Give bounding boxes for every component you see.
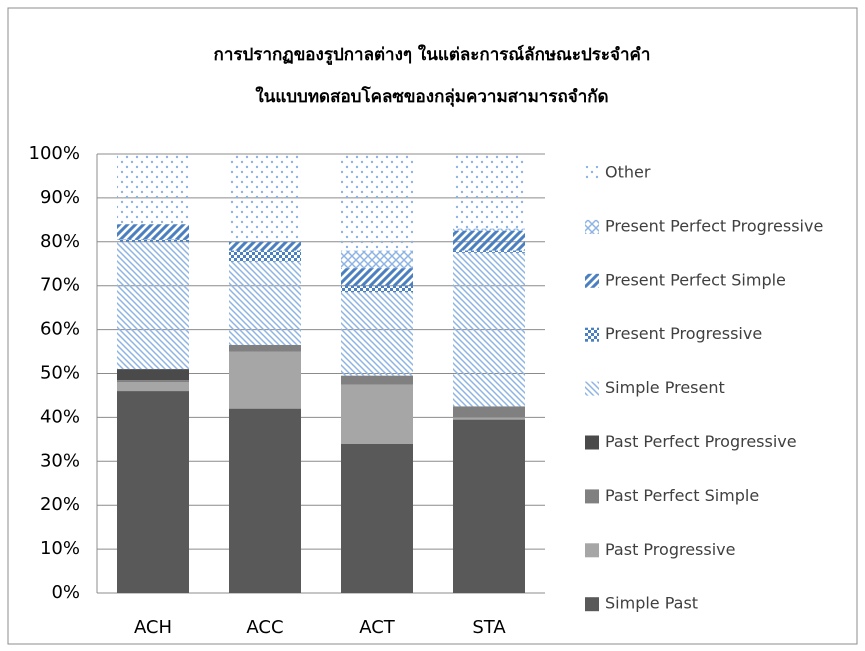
bar-segment xyxy=(229,250,301,262)
bar-segment xyxy=(341,268,413,286)
bar-segment xyxy=(229,408,301,593)
bar-segment xyxy=(341,375,413,385)
y-tick-label: 30% xyxy=(40,450,80,471)
y-tick-label: 20% xyxy=(40,494,80,515)
bar-segment xyxy=(453,154,525,229)
bar-segment xyxy=(341,285,413,293)
legend-label: Past Perfect Progressive xyxy=(605,432,797,451)
legend-label: Present Perfect Progressive xyxy=(605,216,823,235)
bar-segment xyxy=(453,406,525,418)
x-tick-label: ACH xyxy=(134,617,172,638)
y-tick-label: 50% xyxy=(40,363,80,384)
legend-label: Simple Past xyxy=(605,594,698,613)
legend-swatch xyxy=(585,381,599,396)
y-tick-label: 40% xyxy=(40,406,80,427)
legend-label: Present Perfect Simple xyxy=(605,270,786,289)
bar-segment xyxy=(117,239,189,242)
bar-segment xyxy=(117,369,189,381)
y-tick-label: 60% xyxy=(40,319,80,340)
legend-label: Simple Present xyxy=(605,378,725,397)
bar-segment xyxy=(117,382,189,392)
y-tick-label: 80% xyxy=(40,231,80,252)
legend-swatch xyxy=(585,543,599,558)
chart-title: ในแบบทดสอบโคลซของกลุ่มความสามารถจำกัด xyxy=(255,86,608,107)
legend-swatch xyxy=(585,489,599,504)
legend-swatch xyxy=(585,327,599,342)
bar-segment xyxy=(453,230,525,251)
legend-swatch xyxy=(585,273,599,288)
bar-segment xyxy=(453,419,525,593)
legend-swatch xyxy=(585,597,599,612)
legend-label: Present Progressive xyxy=(605,324,762,343)
bar-segment xyxy=(453,252,525,407)
bar-segment xyxy=(341,443,413,593)
bar-segment xyxy=(341,250,413,269)
bar-segment xyxy=(229,351,301,409)
chart-title: การปรากฏของรูปกาลต่างๆ ในแต่ละการณ์ลักษณ… xyxy=(214,44,651,66)
legend-swatch xyxy=(585,435,599,450)
x-tick-label: ACC xyxy=(246,617,283,638)
y-tick-label: 0% xyxy=(51,582,80,603)
bar-segment xyxy=(453,250,525,253)
legend-label: Past Progressive xyxy=(605,540,735,559)
legend-label: Other xyxy=(605,163,651,182)
bar-segment xyxy=(229,261,301,345)
bar-segment xyxy=(117,391,189,593)
y-tick-label: 90% xyxy=(40,187,80,208)
bar-segment xyxy=(229,241,301,251)
bar-segment xyxy=(341,154,413,251)
bar-segment xyxy=(229,154,301,242)
bar-segment xyxy=(229,344,301,352)
bar-segment xyxy=(341,292,413,376)
bar-segment xyxy=(117,241,189,370)
y-tick-label: 100% xyxy=(29,143,80,164)
legend-label: Past Perfect Simple xyxy=(605,486,759,505)
bar-segment xyxy=(117,154,189,225)
legend-swatch xyxy=(585,166,599,180)
x-tick-label: ACT xyxy=(359,617,396,638)
y-tick-label: 10% xyxy=(40,538,80,559)
bar-segment xyxy=(341,384,413,444)
y-tick-label: 70% xyxy=(40,275,80,296)
bar-segment xyxy=(117,380,189,383)
bar-segment xyxy=(453,417,525,420)
bar-segment xyxy=(117,224,189,240)
bar-segment xyxy=(453,228,525,231)
legend-swatch xyxy=(585,219,599,234)
x-tick-label: STA xyxy=(472,617,506,638)
